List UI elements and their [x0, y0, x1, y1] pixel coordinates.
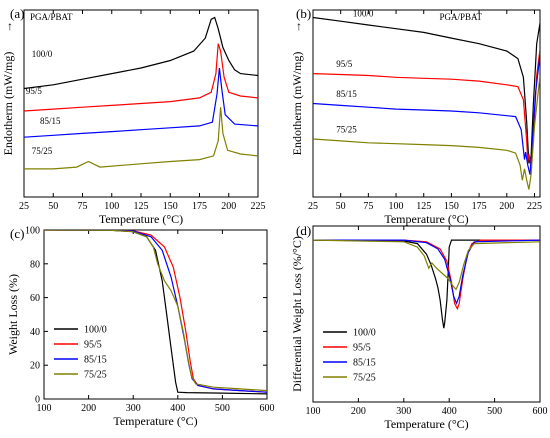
panel-b-series-line-75-25: [313, 75, 540, 190]
panel-a-x-tick-label: 100: [104, 201, 119, 212]
panel-d-series-line-75-25: [313, 239, 540, 291]
panel-b-x-tick-label: 200: [499, 201, 514, 212]
panel-a-x-tick-label: 175: [192, 201, 207, 212]
panel-d-x-tick-label: 200: [351, 406, 366, 417]
panel-d-x-tick-label: 100: [306, 406, 321, 417]
panel-a-series-label: 75/25: [32, 146, 53, 156]
panel-d-legend-label: 100/0: [353, 328, 376, 339]
panel-c-x-tick-label: 600: [260, 403, 275, 414]
panel-d-series-line-85-15: [313, 239, 540, 306]
panel-b-title: PGA/PBAT: [439, 12, 482, 22]
panel-c-series-line-75-25: [44, 230, 267, 392]
panel-a-x-tick-label: 50: [48, 201, 58, 212]
panel-b-x-tick-label: 225: [527, 201, 542, 212]
panel-c-x-tick-label: 200: [81, 403, 96, 414]
panel-d-x-tick-label: 400: [442, 406, 457, 417]
panel-a-series-label: 100/0: [32, 49, 53, 59]
panel-b-series-label: 95/5: [336, 59, 353, 69]
panel-c-legend-label: 85/15: [84, 355, 107, 366]
panel-c-x-tick-label: 300: [126, 403, 141, 414]
panel-b-x-tick-label: 100: [389, 201, 404, 212]
panel-b-series-label: 75/25: [336, 124, 357, 134]
panel-b-x-tick-label: 150: [444, 201, 459, 212]
panel-d-legend-label: 85/15: [353, 358, 376, 369]
panel-c-panel-label: (c): [10, 226, 24, 241]
panel-a-series-label: 95/5: [26, 86, 43, 96]
panel-d-x-tick-label: 600: [533, 406, 548, 417]
panel-b-panel-label: (b): [296, 6, 311, 21]
panel-b-series-label: 85/15: [336, 89, 357, 99]
panel-b-y-axis-label: Endotherm (mW/mg): [290, 52, 304, 156]
panel-a-title: PGA/PBAT: [30, 12, 73, 22]
panel-b-series-line-100-0: [313, 16, 540, 164]
panel-b-series-label: 100/0: [353, 9, 374, 19]
panel-d-legend-label: 75/25: [353, 373, 376, 384]
panel-a-y-axis-arrow: ↑: [7, 19, 13, 33]
panel-c-legend-label: 100/0: [84, 325, 107, 336]
panel-a-x-tick-label: 150: [163, 201, 178, 212]
panel-d-plot-frame: [312, 225, 541, 403]
panel-c-y-axis-label: Weight Loss (%): [6, 274, 20, 355]
panel-c-y-tick-label: 40: [30, 327, 40, 338]
panel-c-y-tick-label: 20: [30, 361, 40, 372]
panel-b-x-tick-label: 175: [472, 201, 487, 212]
panel-c-x-tick-label: 100: [37, 403, 52, 414]
panel-b-x-tick-label: 75: [363, 201, 373, 212]
panel-a-series-label: 85/15: [40, 116, 61, 126]
panel-c-y-tick-label: 60: [30, 293, 40, 304]
panel-d-panel-label: (d): [296, 223, 311, 238]
panel-c-y-tick-label: 0: [35, 395, 40, 406]
panel-d-legend-label: 95/5: [353, 343, 371, 354]
panel-a-x-tick-label: 200: [221, 201, 236, 212]
panel-d-y-axis-label: Differential Weight Loss (%/°C): [290, 236, 304, 392]
panel-a-x-tick-label: 75: [78, 201, 88, 212]
panel-b-x-tick-label: 25: [308, 201, 318, 212]
panel-d-series-line-95-5: [313, 239, 540, 311]
panel-c-x-tick-label: 500: [215, 403, 230, 414]
panel-b-y-axis-arrow: ↑: [296, 19, 302, 33]
panel-a-series-line-85-15: [24, 67, 258, 138]
panel-a-y-axis-label: Endotherm (mW/mg): [1, 52, 15, 156]
panel-d-x-tick-label: 300: [396, 406, 411, 417]
panel-c-y-tick-label: 100: [25, 226, 40, 237]
panel-a-series-line-95-5: [24, 43, 258, 112]
panel-a-x-tick-label: 225: [251, 201, 266, 212]
panel-b-x-axis-label: Temperature (°C): [384, 212, 468, 226]
panel-a-panel-label: (a): [10, 6, 24, 21]
panel-c-plot-frame: [43, 229, 268, 400]
panel-a-x-tick-label: 125: [134, 201, 149, 212]
panel-d-x-axis-label: Temperature (°C): [384, 417, 468, 431]
panel-c-legend-label: 75/25: [84, 370, 107, 381]
panel-d-series-line-100-0: [313, 239, 540, 329]
panel-c-legend-label: 95/5: [84, 340, 102, 351]
panel-c-x-axis-label: Temperature (°C): [113, 414, 197, 428]
panel-a-series-line-75-25: [24, 107, 258, 170]
panel-a-series-line-100-0: [24, 16, 258, 90]
panel-c-x-tick-label: 400: [170, 403, 185, 414]
panel-b-x-tick-label: 125: [416, 201, 431, 212]
panel-a-x-axis-label: Temperature (°C): [99, 212, 183, 226]
panel-b-plot-frame: [312, 9, 541, 198]
panel-a-x-tick-label: 25: [19, 201, 29, 212]
panel-b-series-line-85-15: [313, 54, 540, 175]
panel-b-x-tick-label: 50: [336, 201, 346, 212]
panel-c-y-tick-label: 80: [30, 259, 40, 270]
panel-d-x-tick-label: 500: [487, 406, 502, 417]
